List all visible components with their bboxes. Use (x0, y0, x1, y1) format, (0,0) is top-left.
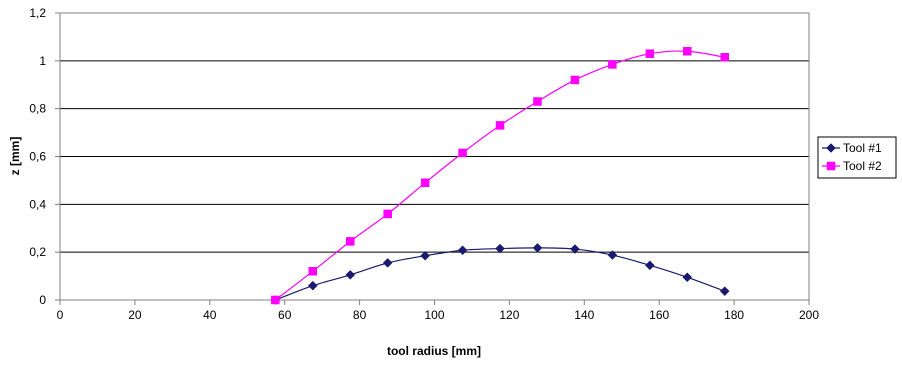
legend-label: Tool #2 (843, 159, 882, 173)
y-tick-label: 1 (39, 54, 46, 68)
legend-label: Tool #1 (843, 141, 882, 155)
x-axis-label: tool radius [mm] (387, 344, 481, 358)
data-point-marker (682, 272, 693, 283)
series-line (274, 50, 725, 301)
data-point-marker (458, 148, 467, 158)
y-tick-label: 0,2 (29, 245, 46, 259)
x-tick-label: 120 (499, 308, 519, 322)
data-point-marker (532, 243, 543, 253)
series-line (275, 247, 725, 301)
data-point-marker (420, 250, 430, 261)
data-point-marker (383, 209, 392, 219)
y-tick-label: 1,2 (29, 6, 46, 20)
data-point-marker (683, 47, 692, 56)
legend-marker (826, 143, 836, 153)
data-point-marker (607, 250, 618, 260)
data-point-marker (307, 280, 318, 291)
data-point-marker (645, 49, 655, 58)
legend-marker (826, 161, 836, 171)
series-group (270, 47, 730, 305)
y-axis-label: z [mm] (8, 137, 22, 176)
data-point-marker (608, 60, 617, 69)
grid-lines (60, 12, 809, 253)
legend: Tool #1 Tool #2 (817, 136, 897, 179)
x-tick-label: 200 (799, 308, 819, 322)
legend-item: Tool #1 (822, 141, 882, 155)
x-tick-label: 40 (203, 308, 217, 322)
legend-box (817, 136, 897, 179)
x-tick-label: 60 (278, 308, 292, 322)
x-tick-label: 100 (424, 308, 444, 322)
data-point-marker (720, 52, 729, 62)
x-tick-label: 20 (128, 308, 142, 322)
data-point-marker (570, 244, 580, 254)
y-tick-label: 0,6 (29, 150, 46, 164)
data-point-marker (382, 258, 393, 268)
x-tick-label: 160 (649, 308, 669, 322)
x-tick-label: 140 (574, 308, 594, 322)
series-1 (270, 243, 730, 305)
y-tick-label: 0,4 (29, 197, 46, 211)
data-point-marker (570, 75, 580, 85)
data-point-marker (533, 97, 542, 106)
data-point-marker (420, 178, 430, 188)
data-point-marker (719, 286, 730, 297)
data-point-marker (308, 267, 318, 276)
data-point-marker (495, 243, 505, 254)
series-2 (271, 47, 729, 305)
y-tick-label: 0 (39, 293, 46, 307)
y-tick-label: 0,8 (29, 102, 46, 116)
data-point-marker (271, 295, 280, 305)
x-tick-label: 180 (724, 308, 744, 322)
x-tick-label: 80 (353, 308, 367, 322)
data-point-marker (644, 260, 655, 271)
x-tick-label: 0 (57, 308, 64, 322)
data-point-marker (495, 121, 505, 130)
axes: 0 20 40 60 80 100 120 140 160 180 200 0 0,2 0,4 0,6 0,8… (29, 6, 819, 322)
data-point-marker (345, 237, 355, 246)
legend-item: Tool #2 (822, 159, 882, 173)
data-point-marker (345, 270, 356, 280)
data-point-marker (457, 245, 468, 256)
